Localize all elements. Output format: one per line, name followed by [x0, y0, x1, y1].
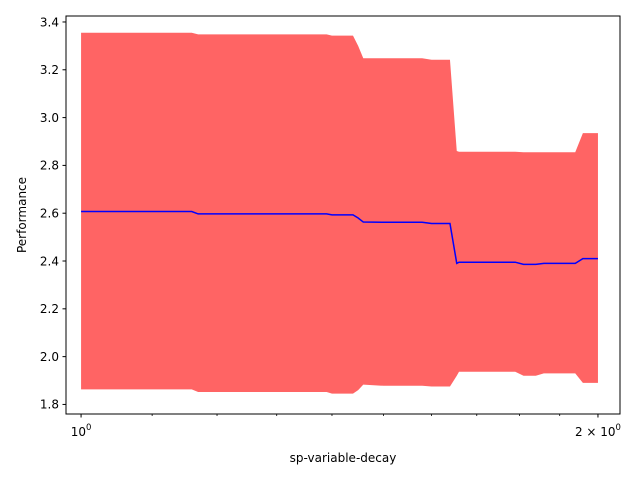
confidence-band-0	[81, 32, 598, 394]
y-tick-label-5: 2.8	[40, 159, 59, 173]
plot-frame	[65, 15, 621, 415]
series-line-0	[81, 210, 598, 266]
y-tick-label-8: 3.4	[40, 15, 59, 29]
y-tick-label-4: 2.6	[40, 207, 59, 221]
y-axis-label: Performance	[15, 177, 29, 253]
x-axis-label: sp-variable-decay	[290, 451, 397, 465]
x-tick-label-1: 2 × 100	[575, 423, 621, 439]
y-tick-label-2: 2.2	[40, 302, 59, 316]
x-tick-label-0: 100	[71, 423, 92, 439]
y-tick-label-1: 2.0	[40, 350, 59, 364]
y-tick-label-3: 2.4	[40, 254, 59, 268]
y-tick-label-7: 3.2	[40, 63, 59, 77]
y-tick-label-0: 1.8	[40, 398, 59, 412]
y-tick-label-6: 3.0	[40, 111, 59, 125]
